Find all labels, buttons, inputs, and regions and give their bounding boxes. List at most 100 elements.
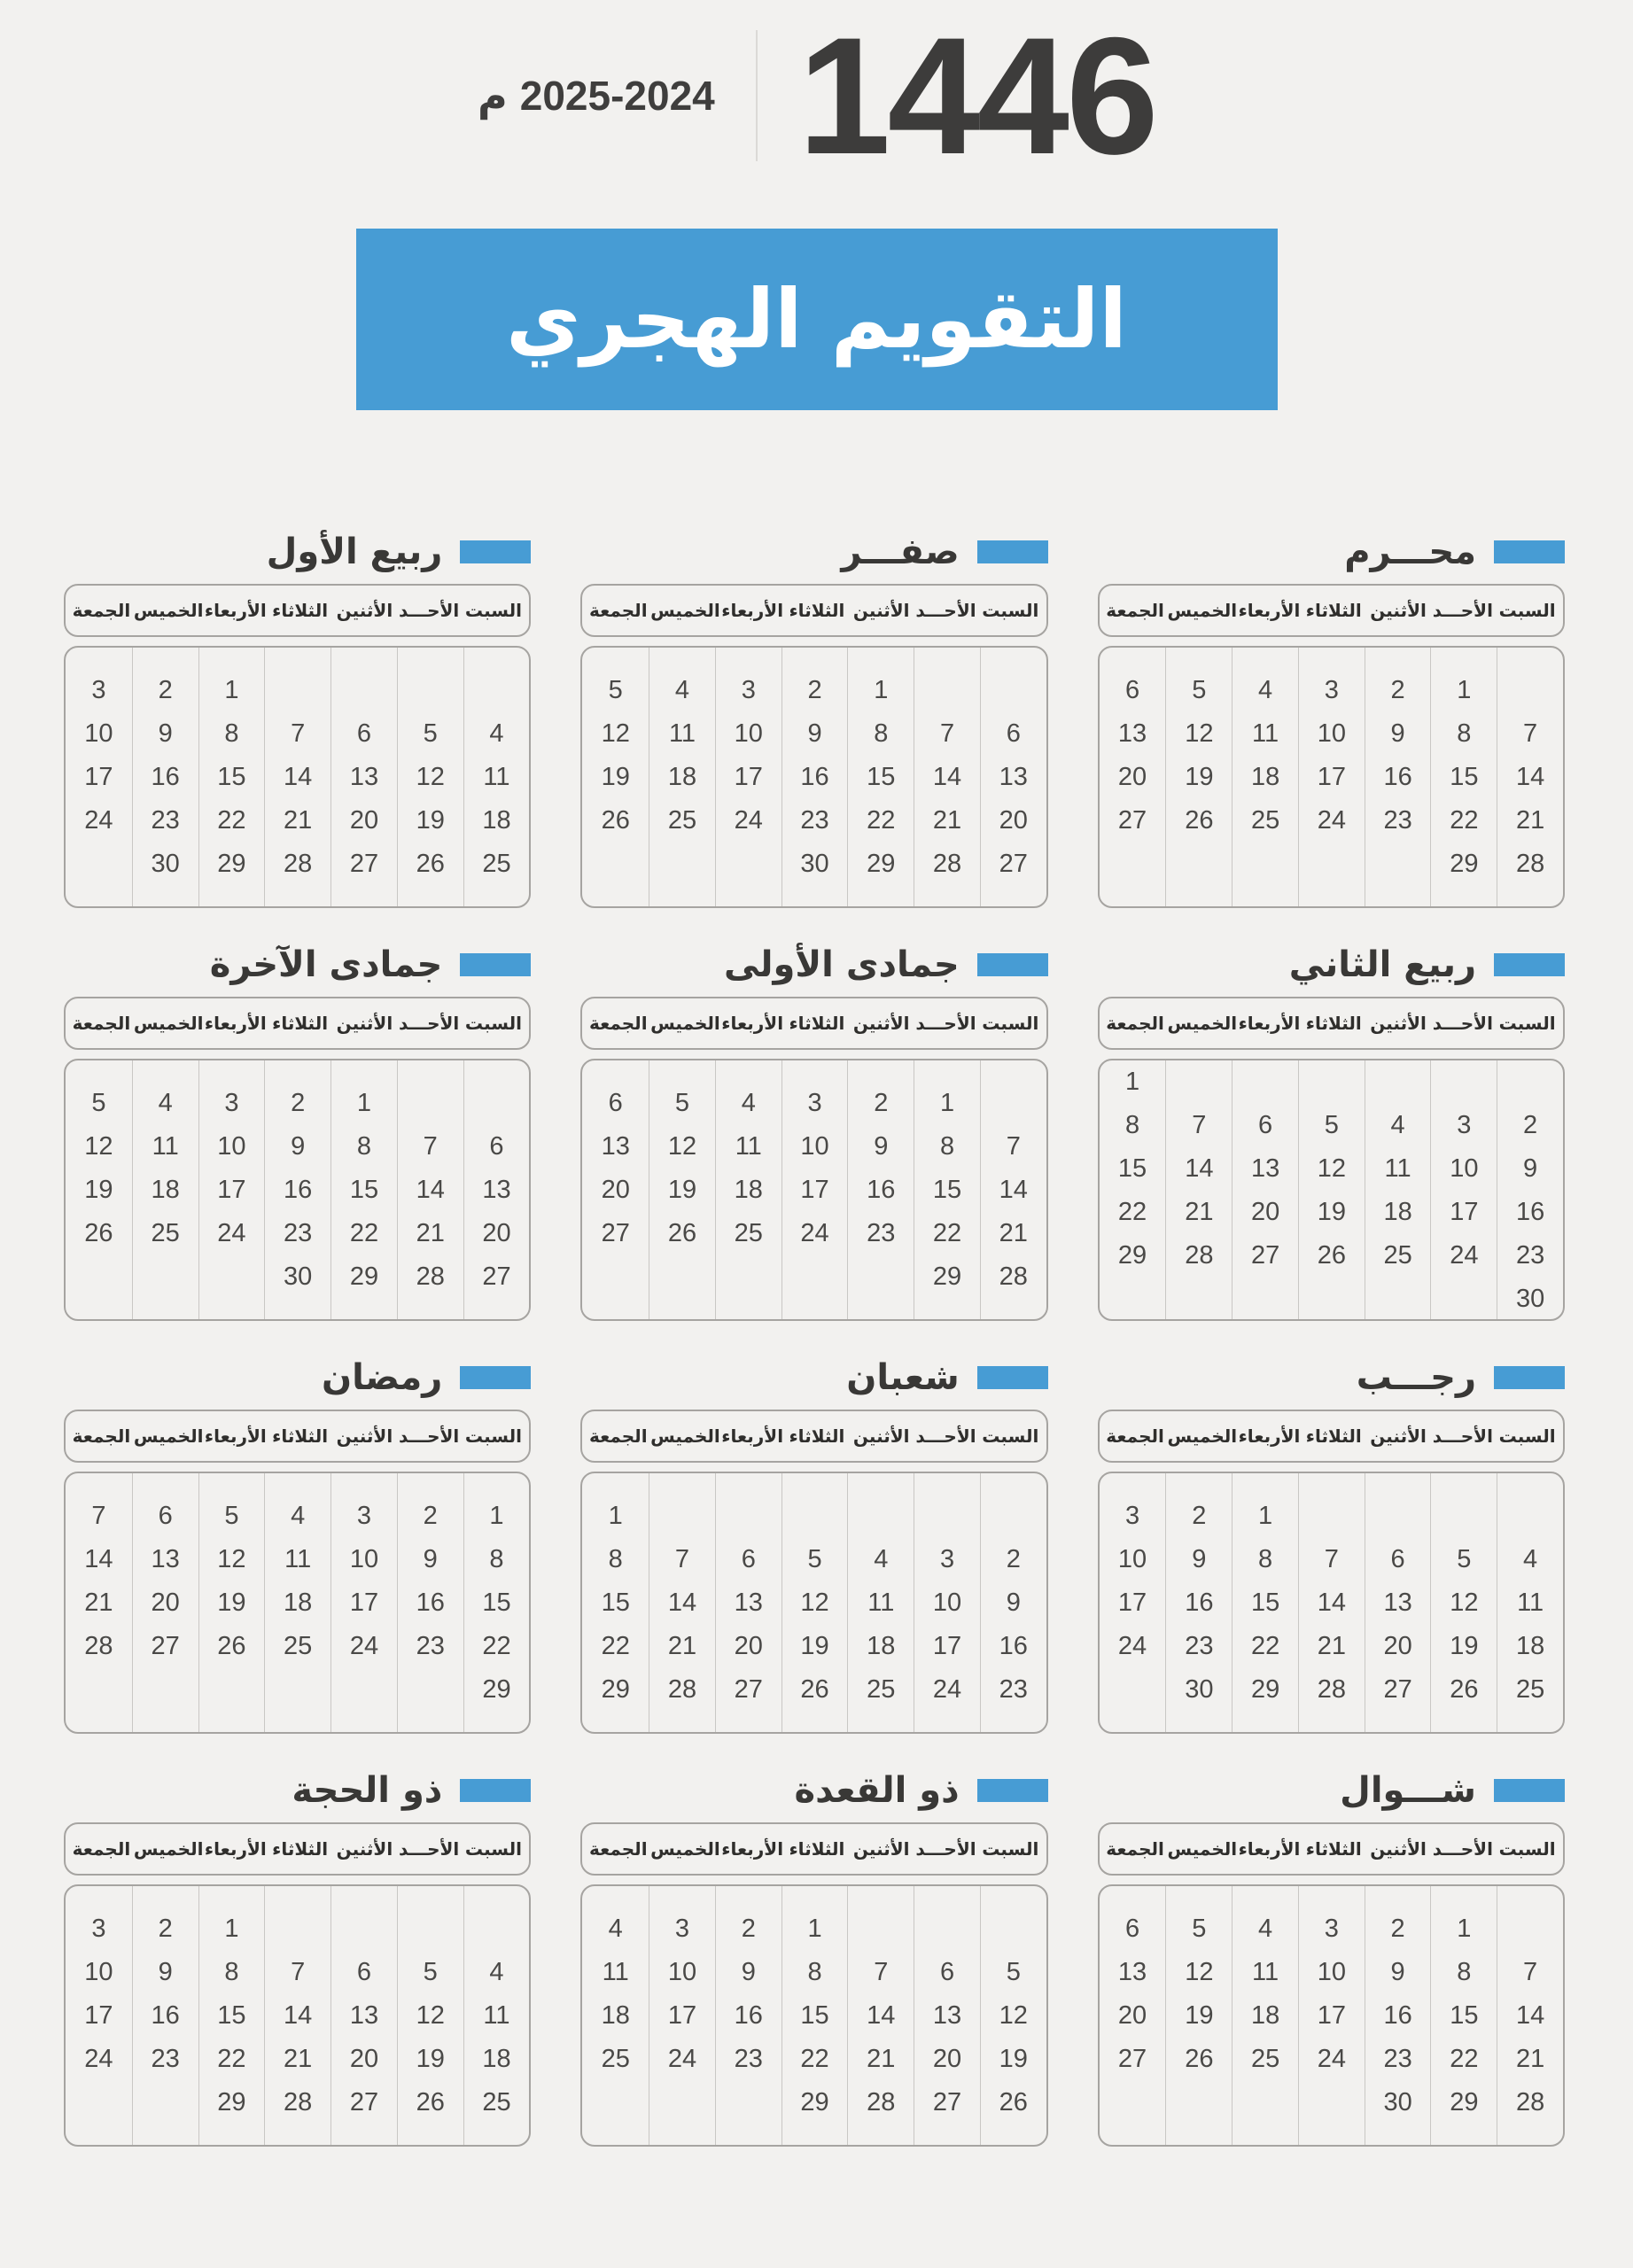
day-cell: 12	[1185, 1957, 1214, 1986]
day-cell: 12	[217, 1544, 246, 1573]
day-cell: 25	[1250, 2044, 1280, 2073]
day-cell	[782, 1495, 848, 1538]
day-cell: 13	[999, 762, 1028, 791]
day-cell: 25	[667, 805, 697, 835]
day-cell: 16	[416, 1588, 445, 1617]
day-cell: 17	[349, 1588, 379, 1617]
day-cell: 29	[932, 1262, 962, 1291]
weekday-label: الخميس	[133, 1013, 204, 1034]
weekday-label: الخميس	[1167, 1425, 1238, 1447]
day-cell	[914, 1907, 980, 1951]
weekday-label: الأحـــد	[915, 1425, 976, 1447]
day-cell: 26	[800, 1674, 829, 1704]
day-cell: 7	[1523, 718, 1538, 748]
month-block: جمادى الأولى السبت الأحـــد الأثنين الثلاثاء…	[580, 944, 1048, 1321]
day-cell	[133, 1668, 198, 1712]
day-cell: 8	[939, 1131, 955, 1161]
day-cell: 27	[932, 2087, 962, 2117]
day-cell: 16	[867, 1175, 896, 1204]
hijri-year: 1446	[797, 2, 1159, 189]
day-cell: 10	[84, 1957, 113, 1986]
weekday-header: السبت الأحـــد الأثنين الثلاثاء الأربعاء الخم…	[580, 1822, 1048, 1876]
month-name: رمضان	[321, 1357, 443, 1398]
day-column: 5 12 19 26	[396, 1886, 463, 2145]
month-block: محـــرم السبت الأحـــد الأثنين الثلاثاء الأرب…	[1097, 531, 1565, 908]
day-cell: 4	[1258, 675, 1273, 704]
day-cell: 18	[1383, 1198, 1412, 1226]
day-cell: 12	[601, 718, 630, 748]
weekday-header: السبت الأحـــد الأثنين الثلاثاء الأربعاء الخم…	[1097, 584, 1565, 637]
day-cell: 23	[999, 1674, 1028, 1704]
day-column: 5 12 19 26	[1165, 1886, 1232, 2145]
day-column: 3 10 17 24	[914, 1473, 980, 1732]
day-cell: 10	[932, 1588, 962, 1617]
day-cell	[1299, 1060, 1365, 1104]
weekday-label: الثلاثاء	[1305, 1013, 1362, 1034]
day-cell: 5	[807, 1544, 822, 1573]
day-cell: 19	[416, 2044, 445, 2073]
day-cell: 21	[284, 805, 313, 835]
day-column: 7 14 21 28	[66, 1473, 132, 1732]
weekday-header: السبت الأحـــد الأثنين الثلاثاء الأربعاء الخم…	[64, 997, 532, 1050]
day-cell: 1	[224, 675, 239, 704]
day-cell: 7	[1006, 1131, 1021, 1161]
month-block: ذو الحجة السبت الأحـــد الأثنين الثلاثاء الأر…	[64, 1769, 532, 2147]
day-column: 6 13 20 27	[1364, 1473, 1431, 1732]
month-title-row: صفـــر	[580, 531, 1048, 573]
day-cell: 10	[1317, 718, 1346, 748]
day-cell: 1	[356, 1088, 372, 1117]
month-title-row: جمادى الأولى	[580, 944, 1048, 986]
day-cell: 24	[932, 1674, 962, 1704]
day-cell: 20	[932, 2044, 962, 2073]
day-cell	[1100, 1668, 1166, 1712]
day-cell: 19	[1185, 762, 1214, 791]
day-cell: 18	[734, 1175, 763, 1204]
day-cell: 17	[734, 762, 763, 791]
day-cell: 26	[1185, 2044, 1214, 2073]
day-cell: 6	[741, 1544, 756, 1573]
day-cell: 4	[489, 718, 504, 748]
month-name: شعبان	[846, 1357, 960, 1398]
day-column: 2 9 16 23	[131, 1886, 198, 2145]
day-column: 4 11 18 25	[264, 1473, 330, 1732]
day-cell: 8	[224, 718, 239, 748]
day-cell: 7	[874, 1957, 889, 1986]
weekday-label: السبت	[982, 1013, 1039, 1034]
weekday-label: الأثنين	[336, 1013, 393, 1034]
day-cell: 28	[667, 1674, 697, 1704]
weekday-header: السبت الأحـــد الأثنين الثلاثاء الأربعاء الخم…	[64, 1410, 532, 1463]
day-cell: 7	[1192, 1111, 1207, 1139]
day-cell: 11	[483, 2000, 510, 2030]
weekday-label: الثلاثاء	[272, 1425, 329, 1447]
day-column: 2 9 16 23	[847, 1060, 914, 1319]
day-cell: 19	[601, 762, 630, 791]
day-cell: 10	[667, 1957, 697, 1986]
day-cell: 30	[1185, 1674, 1214, 1704]
weekday-label: الخميس	[1167, 1013, 1238, 1034]
day-cell	[981, 1907, 1046, 1951]
weekday-label: الخميس	[133, 1838, 204, 1860]
weekday-label: الخميس	[650, 1013, 720, 1034]
day-cell: 9	[158, 1957, 173, 1986]
day-cell: 29	[1117, 1241, 1147, 1270]
day-cell: 17	[1317, 762, 1346, 791]
day-cell	[981, 669, 1046, 712]
day-cell: 14	[84, 1544, 113, 1573]
day-cell	[582, 2081, 649, 2124]
day-cell: 7	[91, 1501, 106, 1530]
month-name: صفـــر	[841, 532, 960, 572]
month-accent-rect	[976, 1366, 1048, 1389]
day-column: 3 10 17 24	[66, 648, 132, 906]
weekday-label: الثلاثاء	[272, 600, 329, 621]
day-cell	[1497, 1907, 1563, 1951]
day-cell: 2	[291, 1088, 306, 1117]
weekday-label: الأحـــد	[915, 1838, 976, 1860]
day-column: 7 14 21 28	[1165, 1060, 1232, 1319]
day-cell: 27	[734, 1674, 763, 1704]
day-cell: 5	[423, 718, 438, 748]
day-cell: 25	[482, 2087, 511, 2117]
day-cell: 25	[151, 1218, 180, 1247]
day-cell: 8	[224, 1957, 239, 1986]
month-accent-rect	[460, 1779, 532, 1802]
day-cell: 19	[217, 1588, 246, 1617]
